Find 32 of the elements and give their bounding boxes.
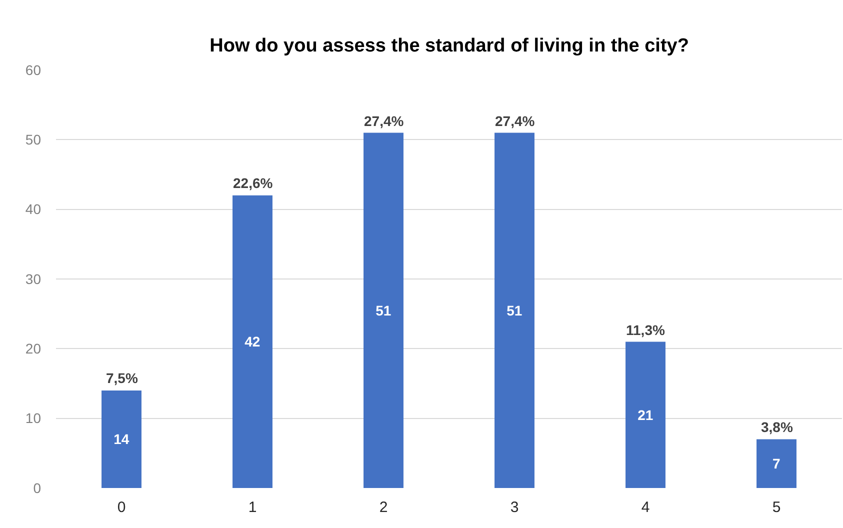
annotation: 7,5% — [106, 370, 138, 386]
y-tick-label: 0 — [33, 480, 42, 496]
bar — [232, 195, 272, 488]
x-tick-label: 5 — [772, 499, 781, 516]
chart-title: How do you assess the standard of living in the city? — [210, 36, 689, 57]
bar — [626, 342, 666, 488]
x-tick-label: 2 — [379, 499, 388, 516]
y-tick-label: 60 — [25, 62, 42, 78]
annotation: 3,8% — [761, 419, 794, 435]
y-tick-label: 50 — [25, 132, 42, 148]
data-label: 14 — [114, 431, 130, 448]
data-label: 21 — [638, 406, 654, 423]
y-tick-label: 30 — [25, 270, 42, 287]
bar — [494, 132, 534, 488]
annotation: 27,4% — [364, 113, 404, 129]
annotation: 11,3% — [626, 322, 666, 338]
annotation: 27,4% — [495, 113, 536, 129]
annotation: 22,6% — [233, 175, 274, 191]
bar — [756, 439, 796, 488]
x-tick-label: 3 — [510, 499, 519, 516]
data-label: 51 — [506, 302, 522, 318]
y-tick-label: 10 — [25, 410, 42, 426]
bar — [102, 390, 142, 488]
data-label: 51 — [376, 302, 392, 318]
x-tick-label: 1 — [248, 499, 257, 516]
y-tick-label: 20 — [25, 340, 42, 357]
bar — [364, 132, 404, 488]
data-label: 42 — [244, 334, 260, 350]
x-tick-label: 0 — [117, 499, 126, 516]
data-label: 7 — [772, 456, 780, 472]
y-tick-label: 40 — [25, 201, 42, 218]
x-tick-label: 4 — [641, 499, 650, 516]
